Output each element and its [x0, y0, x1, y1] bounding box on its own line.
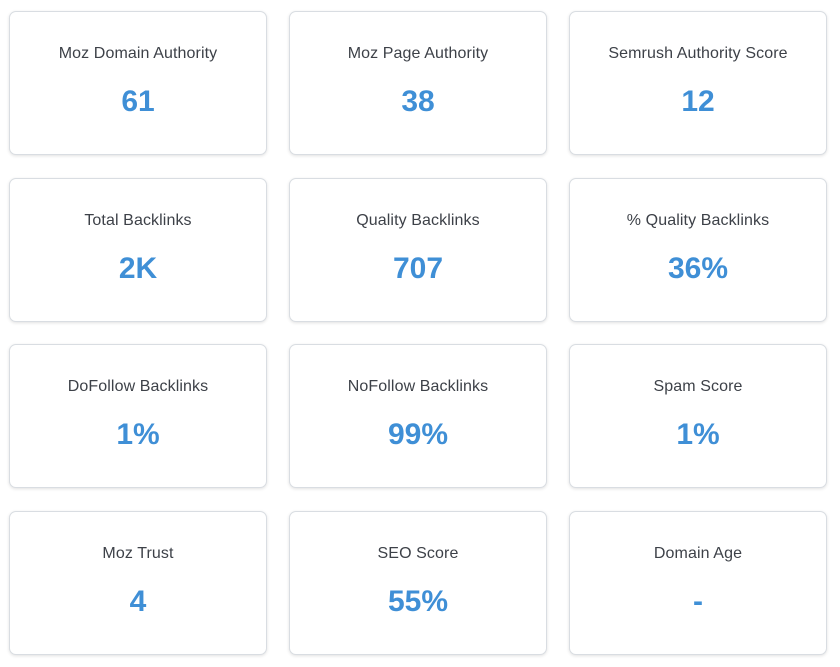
metric-label: Quality Backlinks [356, 212, 480, 229]
metric-card-percent-quality-backlinks: % Quality Backlinks 36% [569, 178, 827, 322]
metric-label: Semrush Authority Score [608, 45, 788, 62]
metric-card-moz-domain-authority: Moz Domain Authority 61 [9, 11, 267, 155]
metric-value: 38 [401, 85, 435, 118]
metric-label: Moz Domain Authority [58, 45, 218, 62]
metric-label: Moz Trust [102, 545, 174, 562]
metric-value: 1% [116, 418, 160, 451]
metric-value: 2K [118, 252, 158, 285]
metric-label: % Quality Backlinks [626, 212, 770, 229]
metric-value: 36% [667, 252, 729, 285]
metric-card-seo-score: SEO Score 55% [289, 511, 547, 655]
metric-card-nofollow-backlinks: NoFollow Backlinks 99% [289, 344, 547, 488]
metric-card-semrush-authority-score: Semrush Authority Score 12 [569, 11, 827, 155]
metric-card-spam-score: Spam Score 1% [569, 344, 827, 488]
metric-value: 55% [387, 585, 449, 618]
metric-label: Spam Score [653, 378, 743, 395]
metric-value: 61 [121, 85, 155, 118]
metric-label: Moz Page Authority [347, 45, 489, 62]
metric-value: - [693, 585, 703, 618]
metric-value: 12 [681, 85, 715, 118]
metric-card-quality-backlinks: Quality Backlinks 707 [289, 178, 547, 322]
metric-card-total-backlinks: Total Backlinks 2K [9, 178, 267, 322]
metric-value: 99% [387, 418, 449, 451]
metric-label: DoFollow Backlinks [67, 378, 209, 395]
metric-label: Total Backlinks [84, 212, 192, 229]
metric-value: 4 [129, 585, 147, 618]
metric-card-dofollow-backlinks: DoFollow Backlinks 1% [9, 344, 267, 488]
metric-card-domain-age: Domain Age - [569, 511, 827, 655]
metric-card-moz-trust: Moz Trust 4 [9, 511, 267, 655]
metric-value: 707 [392, 252, 444, 285]
metric-label: Domain Age [653, 545, 743, 562]
metric-label: NoFollow Backlinks [347, 378, 489, 395]
metric-value: 1% [676, 418, 720, 451]
metric-label: SEO Score [377, 545, 459, 562]
metric-card-moz-page-authority: Moz Page Authority 38 [289, 11, 547, 155]
